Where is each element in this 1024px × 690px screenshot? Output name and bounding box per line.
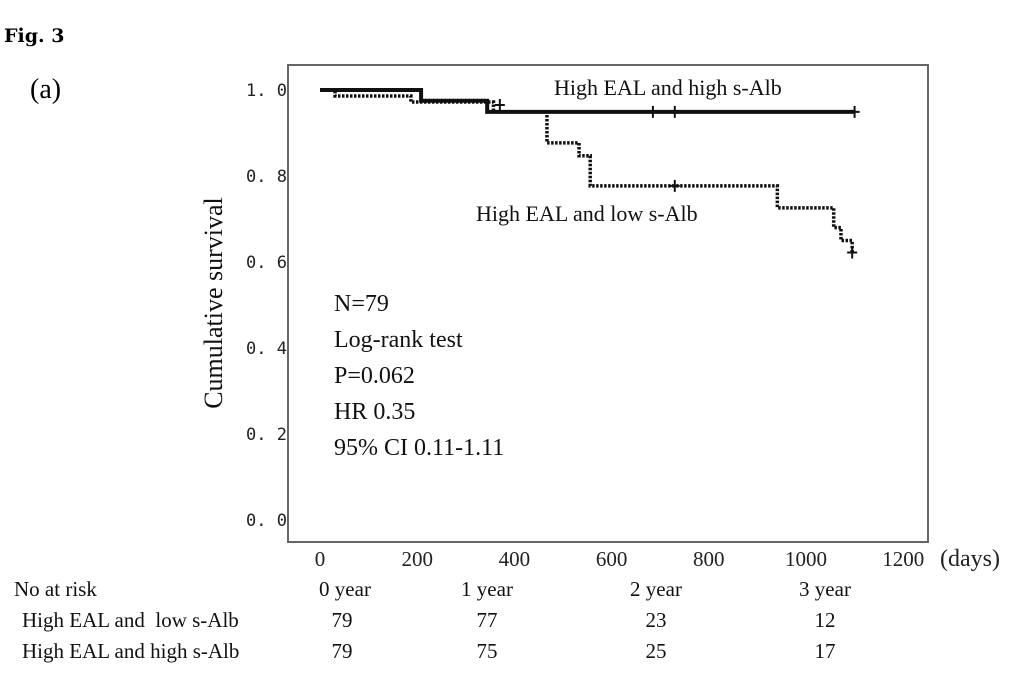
stat-annotation: 95% CI 0.11-1.11 (334, 435, 504, 461)
risk-count: 75 (477, 639, 498, 663)
y-tick-label: 0. 4 (246, 339, 287, 359)
stat-annotation: Log-rank test (334, 327, 463, 353)
y-tick-label: 0. 6 (246, 253, 287, 273)
risk-count: 25 (646, 639, 667, 663)
x-tick-label: 200 (401, 547, 433, 571)
risk-row-label: High EAL and low s-Alb (22, 608, 239, 632)
figure-label: Fig. 3 (4, 25, 64, 47)
x-tick-label: 600 (596, 547, 628, 571)
risk-count: 79 (332, 639, 353, 663)
stat-annotation: P=0.062 (334, 363, 415, 389)
y-tick-label: 0. 0 (246, 511, 287, 531)
censor-mark (849, 105, 860, 118)
risk-column-header: 2 year (630, 577, 682, 601)
risk-count: 23 (646, 608, 667, 632)
censor-mark (669, 179, 680, 192)
risk-count: 77 (477, 608, 498, 632)
x-tick-label: 1200 (882, 547, 924, 571)
risk-count: 17 (815, 639, 836, 663)
panel-label: (a) (30, 74, 61, 105)
stat-annotation: N=79 (334, 291, 389, 317)
risk-count: 79 (332, 608, 353, 632)
y-tick-label: 0. 8 (246, 167, 287, 187)
y-axis-label: Cumulative survival (199, 197, 228, 409)
series-label-low-salb: High EAL and low s-Alb (476, 201, 698, 226)
risk-column-header: 3 year (799, 577, 851, 601)
y-tick-label: 0. 2 (246, 425, 287, 445)
censor-mark (494, 99, 505, 112)
censor-mark (669, 105, 680, 118)
x-axis-label: (days) (940, 546, 1000, 572)
x-tick-label: 1000 (785, 547, 827, 571)
censor-mark (647, 105, 658, 118)
x-tick-label: 0 (315, 547, 326, 571)
survival-curve-low-salb (320, 88, 854, 253)
plot-frame (287, 64, 929, 543)
x-tick-label: 400 (499, 547, 531, 571)
risk-table-header: No at risk (14, 577, 97, 601)
stat-annotation: HR 0.35 (334, 399, 415, 425)
risk-column-header: 0 year (319, 577, 371, 601)
risk-column-header: 1 year (461, 577, 513, 601)
risk-row-label: High EAL and high s-Alb (22, 639, 239, 663)
risk-count: 12 (815, 608, 836, 632)
y-tick-label: 1. 0 (246, 81, 287, 101)
censor-mark (847, 246, 858, 259)
x-tick-label: 800 (693, 547, 725, 571)
series-label-high-salb: High EAL and high s-Alb (554, 75, 782, 100)
